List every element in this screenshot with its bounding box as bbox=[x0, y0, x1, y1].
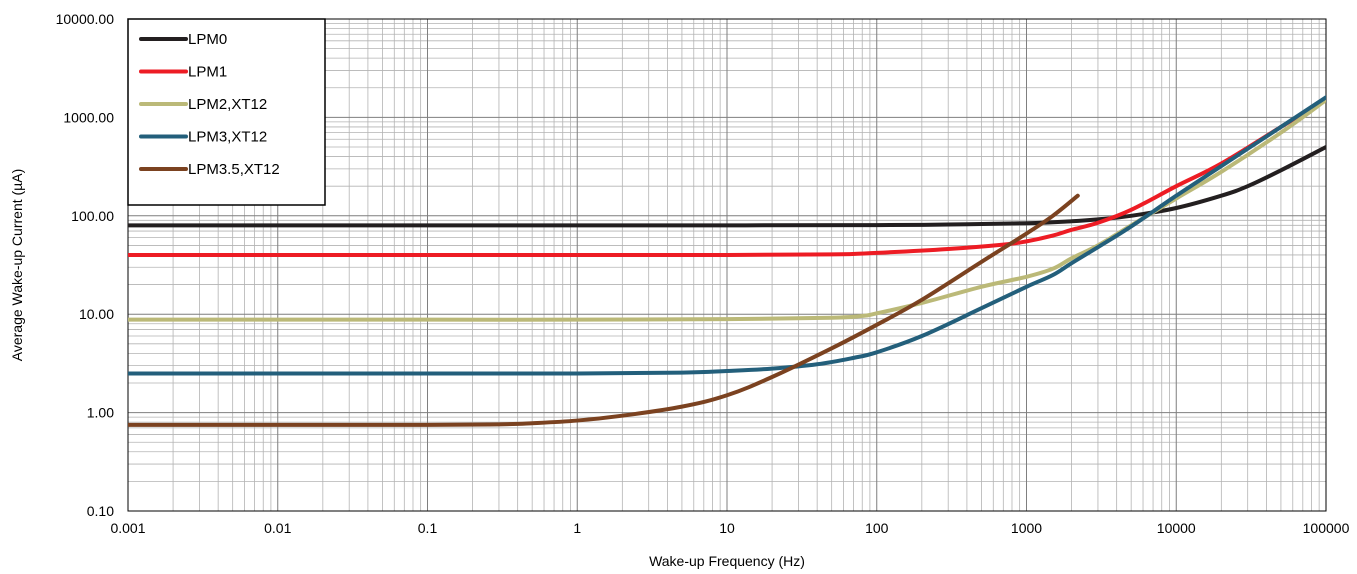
legend-label: LPM0 bbox=[188, 31, 227, 48]
x-tick-label: 100 bbox=[865, 520, 889, 536]
x-axis-title: Wake-up Frequency (Hz) bbox=[649, 553, 805, 569]
series-line-lpm3-xt12 bbox=[128, 95, 1326, 376]
x-axis-tick-labels: 0.001 0.01 0.1 1 10 100 1000 10000 100000 bbox=[110, 520, 1349, 536]
x-tick-label: 1000 bbox=[1011, 520, 1042, 536]
y-tick-label: 0.10 bbox=[87, 503, 114, 519]
y-tick-label: 1.00 bbox=[87, 405, 114, 421]
series-line-lpm1 bbox=[128, 98, 1326, 257]
x-tick-label: 100000 bbox=[1303, 520, 1350, 536]
legend-label: LPM3.5,XT12 bbox=[188, 161, 280, 178]
legend-box bbox=[127, 18, 326, 206]
x-tick-label: 1 bbox=[573, 520, 581, 536]
legend-label: LPM1 bbox=[188, 64, 227, 81]
x-tick-label: 0.001 bbox=[110, 520, 145, 536]
x-tick-label: 0.1 bbox=[418, 520, 438, 536]
series-lines bbox=[128, 95, 1326, 427]
x-tick-label: 10000 bbox=[1157, 520, 1196, 536]
plot-area-frame bbox=[127, 18, 1327, 512]
legend-label: LPM3,XT12 bbox=[188, 129, 267, 146]
y-axis-tick-labels: 0.10 1.00 10.00 100.00 1000.00 10000.00 bbox=[56, 11, 115, 519]
y-tick-label: 1000.00 bbox=[63, 109, 114, 125]
y-tick-label: 100.00 bbox=[71, 208, 114, 224]
y-tick-label: 10000.00 bbox=[56, 11, 115, 27]
legend: LPM0 LPM1 LPM2,XT12 LPM3,XT12 LPM3.5,XT12 bbox=[127, 18, 326, 206]
series-line-lpm0 bbox=[128, 145, 1326, 228]
y-tick-label: 10.00 bbox=[79, 306, 114, 322]
x-tick-label: 10 bbox=[719, 520, 735, 536]
series-line-lpm3-5-xt12 bbox=[128, 193, 1080, 427]
y-axis-title: Average Wake-up Current (µA) bbox=[9, 169, 25, 361]
x-tick-label: 0.01 bbox=[264, 520, 291, 536]
legend-label: LPM2,XT12 bbox=[188, 96, 267, 113]
